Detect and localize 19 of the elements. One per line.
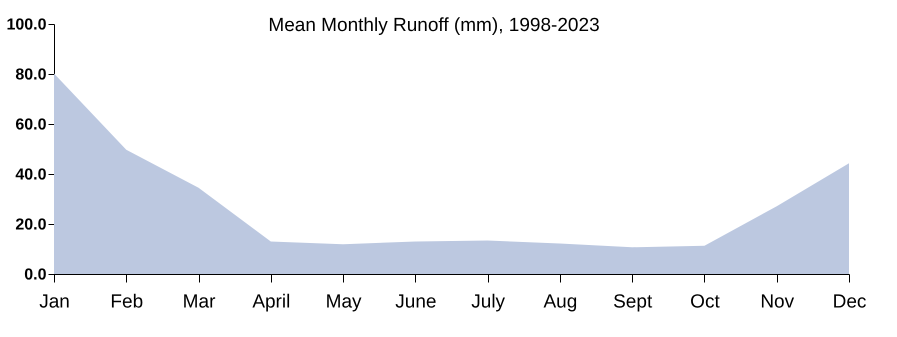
y-tick-label: 40.0 xyxy=(15,166,47,184)
chart-title: Mean Monthly Runoff (mm), 1998-2023 xyxy=(268,15,600,36)
y-tick-label: 0.0 xyxy=(24,266,47,284)
y-tick-label: 100.0 xyxy=(6,16,47,34)
x-tick-label: Oct xyxy=(690,292,720,312)
y-tick-label: 20.0 xyxy=(15,216,47,234)
x-tick-label: July xyxy=(471,292,506,312)
x-tick-label: April xyxy=(252,292,290,312)
x-tick-label: Jan xyxy=(39,292,70,312)
x-tick-label: June xyxy=(395,292,436,312)
x-tick-label: Feb xyxy=(110,292,144,312)
x-tick-label: Aug xyxy=(544,292,578,312)
x-tick-label: Sept xyxy=(613,292,653,312)
x-tick-label: May xyxy=(326,292,362,312)
y-tick-label: 60.0 xyxy=(15,116,47,134)
x-tick-label: Dec xyxy=(832,292,866,312)
x-tick-label: Nov xyxy=(760,292,795,312)
x-tick-label: Mar xyxy=(182,292,216,312)
y-tick-label: 80.0 xyxy=(15,66,47,84)
